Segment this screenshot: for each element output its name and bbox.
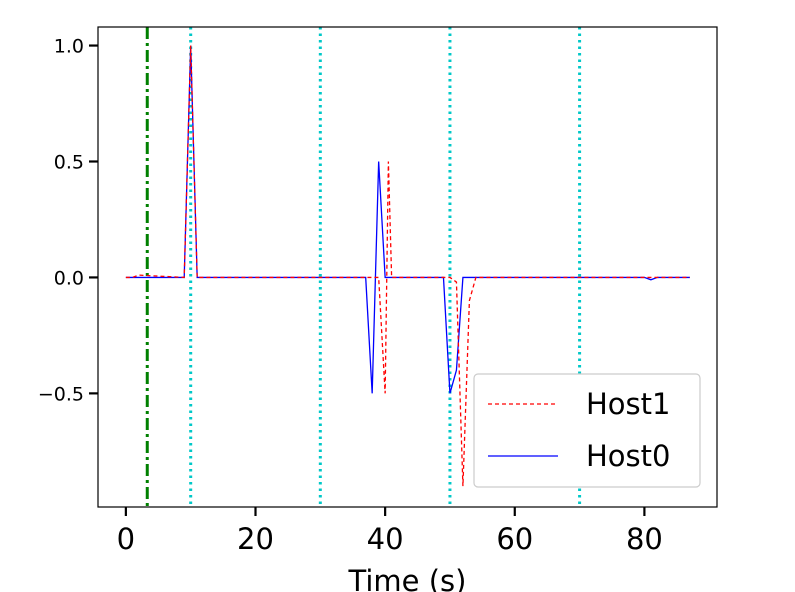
legend-label-host0: Host0 [586, 439, 670, 473]
y-tick-label-1: 0.0 [54, 267, 84, 289]
series-line-host0 [125, 45, 690, 394]
vertical-reference-lines [145, 27, 582, 507]
x-axis-title: Time (s) [348, 564, 467, 592]
legend-box [473, 373, 701, 488]
x-tick-label-4: 80 [626, 522, 663, 556]
x-tick-label-1: 20 [237, 522, 274, 556]
plot-frame [97, 26, 718, 508]
y-tick-label-0: −0.5 [38, 383, 84, 405]
y-tick-label-3: 1.0 [54, 36, 84, 58]
legend-label-host1: Host1 [586, 387, 670, 421]
series-line-host1 [125, 45, 690, 487]
y-tick-label-2: 0.5 [54, 151, 84, 173]
x-tick-label-2: 40 [367, 522, 404, 556]
legend: Host1 Host0 [473, 373, 701, 488]
x-tick-label-0: 0 [117, 522, 135, 556]
x-axis: 0 20 40 60 80 [117, 507, 663, 556]
y-axis: −0.5 0.0 0.5 1.0 [38, 36, 98, 405]
series-layer [125, 45, 690, 487]
x-tick-label-3: 60 [496, 522, 533, 556]
